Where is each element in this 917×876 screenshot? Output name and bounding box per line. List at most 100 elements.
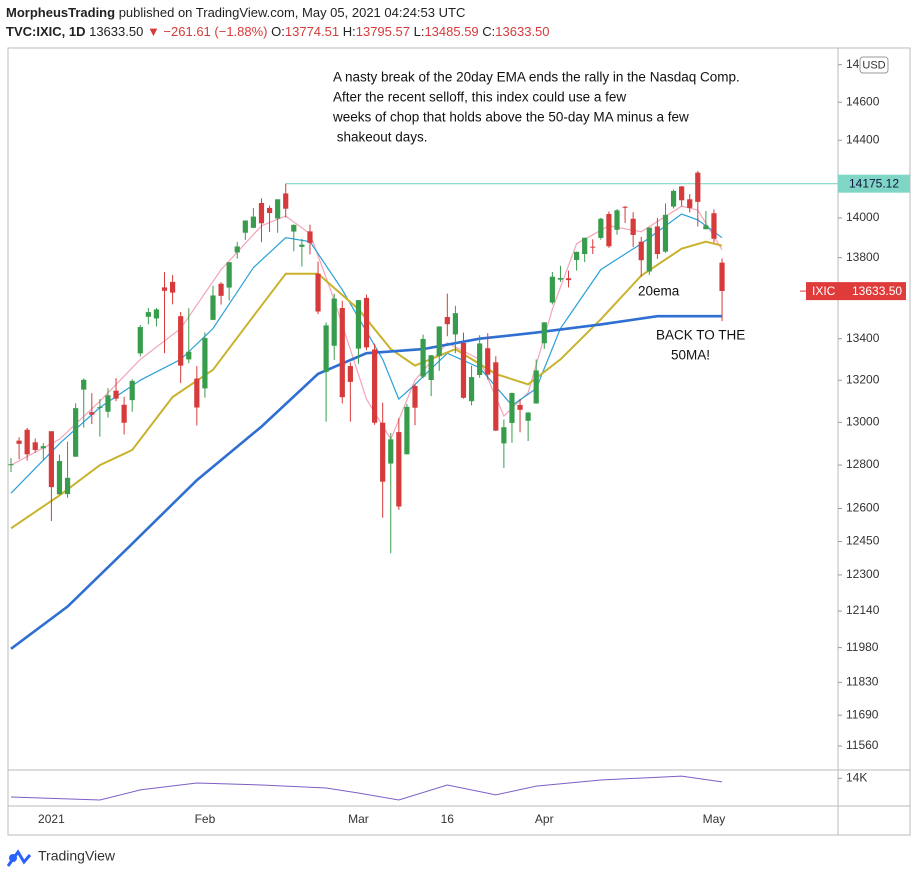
candle-body: [509, 392, 515, 423]
x-tick-label: Mar: [348, 812, 369, 826]
candle-body: [129, 380, 135, 401]
currency: USD: [862, 59, 885, 71]
candle-body: [153, 309, 160, 319]
moving-average: [10, 205, 723, 466]
candle-body: [113, 390, 119, 399]
y-tick-label: 13400: [846, 331, 880, 345]
candle-body: [372, 349, 378, 423]
x-tick-label: May: [703, 812, 726, 826]
moving-average: [10, 314, 722, 650]
candle-body: [242, 220, 248, 233]
candle-body: [388, 439, 394, 464]
candle-body: [598, 218, 604, 238]
last-price-symbol: IXIC: [812, 284, 836, 298]
candle-body: [64, 477, 71, 495]
candle-body: [404, 406, 410, 455]
candle-body: [396, 432, 402, 507]
candle-body: [525, 412, 531, 421]
candle-body: [565, 278, 572, 281]
candle-body: [315, 273, 321, 312]
candle-body: [105, 395, 111, 412]
ohlc-label: H:: [343, 24, 356, 39]
candle-body: [275, 199, 281, 219]
pane-tick-label: 14K: [846, 770, 867, 784]
candle-body: [186, 351, 192, 360]
candle-body: [347, 366, 353, 382]
candle-body: [56, 460, 63, 495]
y-tick-label: 13200: [846, 372, 880, 386]
candle-body: [145, 312, 151, 317]
candle-body: [614, 210, 620, 230]
currency-badge: [859, 56, 889, 74]
candle-body: [202, 338, 208, 389]
change: ▼ −261.61 (−1.88%): [147, 24, 268, 39]
y-tick-label: 12300: [846, 567, 880, 581]
candle-body: [258, 203, 265, 224]
candle-body: [703, 225, 709, 230]
y-tick-label: 11830: [846, 675, 879, 689]
y-tick-label: 13800: [846, 250, 880, 264]
ohlc-label: O:: [271, 24, 285, 39]
candle-body: [485, 348, 491, 375]
symbol: TVC:IXIC, 1D: [6, 24, 85, 39]
candle-body: [307, 231, 313, 243]
ohlc-value: 13795.57: [356, 24, 410, 39]
candle-body: [339, 308, 345, 398]
candle-body: [291, 224, 297, 232]
candle-body: [638, 241, 644, 261]
candle-body: [299, 244, 305, 247]
candle-body: [670, 190, 677, 207]
candle-body: [121, 404, 127, 423]
annotation: A nasty break of the 20day EMA ends the …: [333, 70, 740, 85]
candle-body: [662, 214, 669, 252]
x-tick-label: Apr: [535, 812, 554, 826]
x-tick-label: Feb: [195, 812, 216, 826]
moving-average: [10, 213, 723, 494]
candle-body: [711, 213, 717, 239]
candle-body: [557, 278, 564, 280]
y-tick-label: 12600: [846, 501, 880, 515]
candle-body: [8, 464, 14, 466]
candle-body: [283, 193, 289, 209]
candle-body: [460, 342, 467, 398]
logo: [6, 849, 32, 867]
candle-body: [266, 207, 273, 214]
candle-body: [622, 206, 628, 208]
y-tick-label: 13000: [846, 414, 880, 428]
annotation: weeks of chop that holds above the 50-da…: [332, 110, 689, 125]
candle-body: [218, 283, 224, 296]
author: MorpheusTrading: [6, 5, 115, 20]
candle-body: [477, 343, 483, 375]
y-tick-label: 12800: [846, 457, 880, 471]
ohlc-value: 13774.51: [285, 24, 339, 39]
price: 13633.50: [89, 24, 143, 39]
candle-body: [679, 186, 685, 201]
y-tick-label: 14400: [846, 132, 880, 146]
annotation: 50MA!: [671, 348, 710, 363]
candle-body: [48, 431, 54, 488]
candle-body: [695, 172, 701, 202]
y-tick-label: 11690: [846, 707, 879, 721]
candle-body: [493, 362, 499, 431]
candle-body: [73, 408, 79, 457]
annotation: BACK TO THE: [656, 328, 745, 343]
candle-body: [428, 355, 434, 381]
candle-body: [380, 422, 386, 482]
candle-body: [355, 300, 362, 349]
candle-body: [81, 379, 87, 390]
candle-body: [654, 226, 660, 255]
candle-body: [161, 287, 168, 291]
candle-body: [719, 262, 725, 292]
ohlc-label: C:: [482, 24, 495, 39]
candle-body: [331, 298, 337, 346]
candle-body: [250, 216, 256, 228]
candle-body: [501, 427, 507, 444]
candle-body: [234, 246, 240, 253]
candle-body: [517, 404, 523, 410]
annotation: After the recent selloff, this index cou…: [333, 90, 626, 105]
candle-body: [24, 429, 30, 455]
candle-body: [170, 281, 176, 293]
indicator-line: [10, 775, 723, 801]
ohlc-label: L:: [414, 24, 425, 39]
price-line-label: 14175.12: [849, 176, 899, 190]
